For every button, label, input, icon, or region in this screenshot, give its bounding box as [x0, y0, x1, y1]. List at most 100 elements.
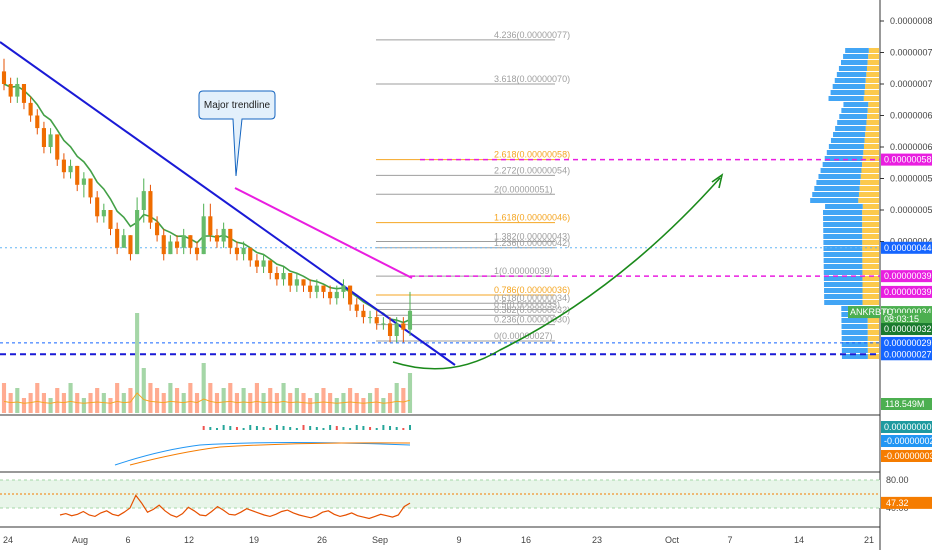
volume-profile-bar-up: [860, 174, 879, 179]
volume-profile-bar-up: [865, 132, 879, 137]
candle-body: [248, 247, 253, 261]
volume-profile-bar-up: [862, 216, 879, 221]
volume-profile-bar-up: [863, 96, 879, 101]
volume-profile-bar-up: [862, 264, 879, 269]
volume-tag: [881, 398, 932, 410]
x-tick-label: 24: [3, 535, 13, 545]
price-tag-label: 0.00000029: [884, 338, 932, 348]
volume-bar: [208, 383, 213, 413]
volume-profile-bar-up: [861, 168, 879, 173]
candle-body: [341, 285, 346, 292]
candle-body: [294, 279, 299, 286]
candle-body: [128, 235, 133, 255]
candle-body: [21, 84, 27, 103]
fib-label: 4.236(0.00000077): [494, 30, 570, 40]
volume-profile-bar-up: [868, 48, 879, 53]
macd-histogram-bar: [255, 426, 258, 430]
y-tick-label: 0.00000070: [890, 79, 932, 89]
volume-profile-bar-up: [858, 192, 879, 197]
volume-profile-bar-up: [864, 90, 879, 95]
volume-bar: [321, 388, 326, 413]
candle-body: [361, 310, 366, 318]
candle-body: [88, 178, 93, 198]
volume-profile-bar: [841, 318, 868, 323]
volume-profile-bar-up: [867, 324, 879, 329]
macd-tag-label: 0.00000000: [884, 422, 932, 432]
candle-body: [174, 241, 180, 248]
macd-histogram-bar: [309, 426, 312, 430]
macd-histogram-bar: [315, 427, 318, 430]
volume-profile-bar-up: [867, 318, 879, 323]
price-tag: [881, 153, 932, 166]
fib-label: 0.236(0.00000030): [494, 315, 570, 325]
macd-histogram-bar: [342, 427, 345, 430]
candle-body: [135, 210, 140, 255]
fib-label: 1.236(0.00000042): [494, 238, 570, 248]
volume-profile-bar-up: [859, 186, 879, 191]
volume-profile-bar: [828, 96, 864, 101]
volume-bar: [407, 373, 413, 413]
price-tag-label: 0.00000032: [884, 324, 932, 334]
macd-histogram-bar: [369, 427, 372, 430]
volume-profile-bar-up: [858, 198, 879, 203]
price-tag: [881, 285, 932, 298]
volume-profile-bar-up: [862, 162, 879, 167]
volume-profile-bar: [843, 102, 869, 107]
volume-bar: [115, 383, 120, 413]
candle-body: [68, 165, 73, 173]
macd-histogram-bar: [355, 425, 358, 430]
major-trendline: [0, 41, 456, 366]
candle-body: [301, 279, 306, 286]
volume-profile-bar: [824, 288, 863, 293]
volume-profile-bar-up: [862, 276, 879, 281]
candle-body: [281, 273, 286, 280]
candle-body: [115, 228, 120, 248]
x-tick-label: 9: [456, 535, 461, 545]
volume-bar: [361, 398, 366, 413]
volume-profile-bar: [843, 54, 869, 59]
volume-bar: [221, 388, 226, 413]
volume-profile-bar: [823, 282, 863, 287]
volume-profile-bar-up: [862, 252, 879, 257]
candle-body: [334, 291, 339, 299]
macd-histogram-bar: [322, 428, 325, 430]
volume-profile-bar-up: [860, 180, 879, 185]
candle-body: [354, 304, 359, 311]
volume-bar: [21, 398, 27, 413]
candle-body: [368, 317, 373, 319]
candle-body: [328, 291, 333, 299]
projection-arrowhead: [711, 173, 724, 189]
volume-profile-bar-up: [867, 336, 879, 341]
volume-profile-bar: [828, 144, 864, 149]
candle-body: [254, 260, 259, 267]
candle-body: [208, 216, 213, 236]
volume-ma-line: [3, 392, 411, 404]
candle-body: [1, 71, 7, 84]
volume-profile-bar: [836, 72, 867, 77]
candle-body: [75, 165, 80, 185]
volume-profile-bar: [841, 60, 868, 65]
volume-profile-bar: [824, 156, 863, 161]
volume-profile-bar: [841, 348, 868, 353]
candle-body: [214, 235, 220, 242]
rsi-tag: [881, 496, 932, 509]
macd-tag: [881, 435, 932, 447]
candle-body: [55, 134, 60, 160]
volume-bar: [148, 383, 153, 413]
x-tick-label: 21: [864, 535, 874, 545]
macd-histogram-bar: [349, 428, 352, 430]
signal-line: [129, 442, 411, 466]
volume-profile-bar: [824, 294, 863, 299]
volume-bar: [135, 313, 140, 413]
volume-profile-bar-up: [862, 270, 879, 275]
candles: [1, 58, 413, 343]
candle-body: [288, 273, 293, 286]
macd-histogram-bar: [329, 425, 332, 430]
candle-body: [274, 273, 279, 280]
volume-profile-bar-up: [862, 258, 879, 263]
volume-profile-bar-up: [862, 294, 879, 299]
candle-body: [228, 228, 233, 248]
